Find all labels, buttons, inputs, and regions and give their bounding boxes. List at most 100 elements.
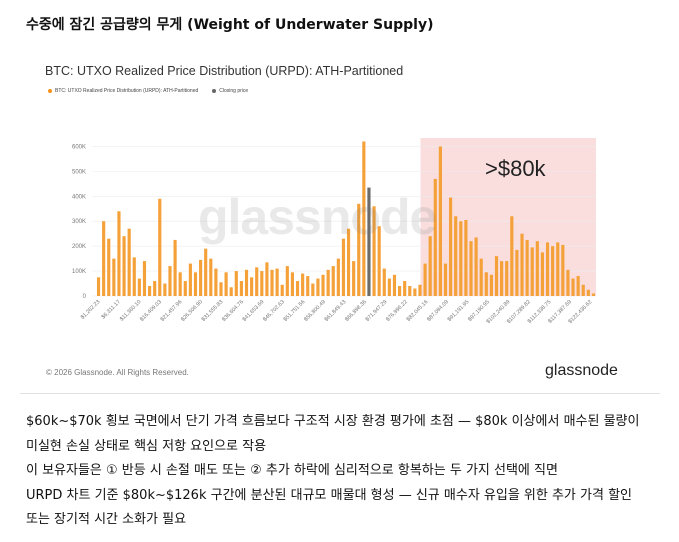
urpd-bar: [153, 281, 157, 296]
urpd-bar: [255, 267, 259, 296]
glassnode-logo: glassnode: [545, 362, 618, 379]
copyright-notice: © 2026 Glassnode. All Rights Reserved.: [46, 368, 189, 377]
body-line: $60k~$70k 횡보 국면에서 단기 가격 흐름보다 구조적 시장 환경 평…: [26, 414, 640, 429]
urpd-bar: [122, 236, 126, 296]
urpd-bar: [346, 228, 351, 296]
urpd-bar: [459, 221, 463, 296]
urpd-bar: [209, 258, 213, 296]
urpd-bar: [127, 228, 131, 296]
urpd-bar: [219, 282, 223, 296]
urpd-bar: [178, 272, 182, 296]
urpd-bar: [336, 258, 340, 296]
body-line: 또는 장기적 시간 소화가 필요: [26, 512, 187, 527]
urpd-bar: [193, 272, 198, 296]
urpd-bar: [484, 272, 488, 296]
urpd-bar: [199, 259, 203, 296]
urpd-bar: [454, 216, 458, 296]
urpd-bar: [489, 274, 493, 296]
urpd-bar: [96, 277, 101, 296]
urpd-bar: [505, 261, 509, 296]
urpd-bar: [515, 249, 519, 296]
urpd-bar: [413, 288, 417, 296]
urpd-bar: [265, 262, 269, 296]
urpd-bar: [229, 287, 233, 296]
urpd-bar: [387, 278, 391, 296]
urpd-bar: [500, 261, 504, 296]
urpd-bar: [244, 269, 249, 296]
urpd-bar: [341, 238, 346, 296]
x-tick-label: $1,262.23: [80, 299, 102, 321]
urpd-bar: [382, 268, 386, 296]
urpd-bar: [403, 281, 407, 296]
urpd-bar: [469, 241, 473, 296]
chart-legend: BTC: UTXO Realized Price Distribution (U…: [48, 88, 248, 94]
urpd-bar: [280, 284, 284, 296]
urpd-bar: [494, 256, 499, 296]
y-tick-label: 400K: [72, 194, 86, 200]
urpd-bar: [576, 276, 580, 296]
urpd-bar: [107, 238, 111, 296]
urpd-bar: [250, 277, 254, 296]
urpd-bar: [163, 283, 167, 296]
urpd-bar: [449, 197, 453, 296]
urpd-bar: [117, 211, 121, 296]
y-tick-label: 0: [83, 294, 87, 300]
urpd-bar: [326, 269, 330, 296]
urpd-bar: [362, 141, 366, 296]
urpd-bar: [239, 281, 243, 296]
urpd-bar: [586, 289, 590, 296]
legend-swatch-urpd: [48, 89, 52, 93]
urpd-bar: [306, 276, 310, 296]
urpd-bar: [551, 246, 555, 296]
urpd-bar: [311, 283, 315, 296]
urpd-bar: [408, 286, 412, 296]
closing-price-bar: [367, 187, 371, 296]
urpd-bar: [301, 273, 305, 296]
legend-swatch-closing-price: [212, 89, 217, 93]
urpd-bar: [168, 266, 172, 296]
y-tick-label: 500K: [72, 169, 86, 175]
urpd-bar: [530, 247, 534, 296]
urpd-bar: [260, 271, 264, 296]
urpd-bar: [397, 286, 402, 296]
body-line: 미실현 손실 상태로 핵심 저항 요인으로 작용: [26, 438, 267, 454]
urpd-bar: [377, 226, 381, 296]
urpd-bar: [418, 284, 422, 296]
urpd-bar: [464, 219, 468, 296]
urpd-bar: [443, 263, 448, 296]
urpd-bar: [321, 274, 325, 296]
urpd-bar: [510, 216, 514, 296]
urpd-bar: [423, 263, 427, 296]
urpd-bar: [540, 252, 545, 296]
urpd-bar: [188, 263, 192, 296]
urpd-bar: [372, 206, 376, 296]
page-heading: 수중에 잠긴 공급량의 무게 (Weight of Underwater Sup…: [26, 17, 434, 33]
urpd-bar: [352, 261, 356, 296]
urpd-bar: [214, 268, 218, 296]
y-tick-label: 600K: [72, 144, 86, 150]
urpd-bar: [571, 278, 575, 296]
body-text: $60k~$70k 횡보 국면에서 단기 가격 흐름보다 구조적 시장 환경 평…: [26, 410, 676, 533]
urpd-bar: [479, 258, 483, 296]
urpd-bar: [525, 239, 529, 296]
urpd-bar: [581, 284, 585, 296]
urpd-bar: [520, 233, 524, 296]
urpd-bar: [295, 281, 300, 296]
legend-label-closing-price: Closing price: [219, 88, 249, 94]
urpd-bar: [316, 278, 320, 296]
chart-card: 0 100K 200K 300K 400K 500K 600K $1,262.23 $6,311…: [20, 48, 660, 394]
legend-item-urpd[interactable]: BTC: UTXO Realized Price Distribution (U…: [48, 88, 198, 94]
y-tick-label: 100K: [72, 269, 86, 275]
urpd-bar: [438, 146, 442, 296]
urpd-bar: [224, 272, 228, 296]
highlight-zone-label: >$80k: [485, 156, 546, 181]
urpd-bar: [545, 242, 550, 296]
y-tick-label: 200K: [72, 244, 86, 250]
legend-label-urpd: BTC: UTXO Realized Price Distribution (U…: [55, 88, 199, 94]
urpd-bar: [173, 239, 177, 296]
legend-item-closing-price[interactable]: Closing price: [212, 88, 248, 94]
urpd-bar: [132, 257, 136, 296]
urpd-bar: [204, 248, 208, 296]
y-tick-label: 300K: [72, 219, 86, 225]
urpd-bar: [275, 268, 279, 296]
